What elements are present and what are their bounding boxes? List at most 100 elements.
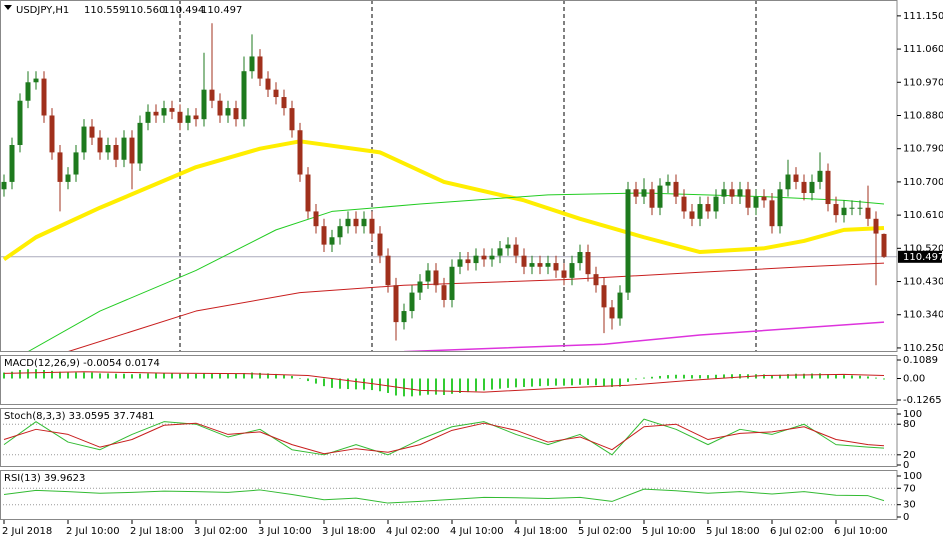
macd-bar xyxy=(307,378,309,382)
macd-bar xyxy=(851,375,853,379)
candle-body xyxy=(505,244,511,249)
candle-body xyxy=(433,270,439,286)
macd-bar xyxy=(547,378,549,386)
ohlc-label: 110.497 xyxy=(201,5,242,16)
candle-body xyxy=(121,137,127,160)
macd-bar xyxy=(723,374,725,379)
candle-body xyxy=(489,255,495,260)
candle-body xyxy=(257,56,263,79)
y-tick-label: 110.520 xyxy=(903,243,943,254)
indicator-line xyxy=(403,321,885,352)
candle-body xyxy=(689,211,695,219)
panel xyxy=(0,487,897,506)
macd-bar xyxy=(283,374,285,379)
macd-bar xyxy=(443,378,445,395)
candle-body xyxy=(377,233,383,256)
candle-body xyxy=(49,115,55,153)
macd-bar xyxy=(235,373,237,379)
indicator-line xyxy=(3,418,885,456)
candle-body xyxy=(281,97,287,109)
candle-body xyxy=(1,181,7,190)
candle-body xyxy=(241,71,247,120)
candle-body xyxy=(9,145,15,182)
candle-body xyxy=(289,108,295,131)
y-tick-label: 80 xyxy=(903,419,916,430)
candle-body xyxy=(673,181,679,197)
candle-body xyxy=(593,274,599,286)
macd-bar xyxy=(259,372,261,379)
macd-bar xyxy=(291,375,293,379)
candle-body xyxy=(217,100,223,116)
y-tick-label: -0.1265 xyxy=(903,395,942,406)
price-tag xyxy=(898,250,942,263)
candle-body xyxy=(145,111,151,123)
macd-bar xyxy=(427,378,429,395)
macd-bar xyxy=(243,373,245,379)
x-tick-label: 5 Jul 18:00 xyxy=(706,526,760,537)
candle-body xyxy=(633,189,639,197)
candle-body xyxy=(529,263,535,267)
macd-bar xyxy=(43,370,45,379)
candle-body xyxy=(425,270,431,282)
macd-bar xyxy=(563,378,565,386)
macd-bar xyxy=(171,373,173,379)
candle-body xyxy=(65,174,71,182)
candle-body xyxy=(585,252,591,275)
candle-body xyxy=(449,266,455,300)
candle-body xyxy=(273,89,279,98)
candle-body xyxy=(41,78,47,116)
candle-body xyxy=(473,255,479,264)
candle-body xyxy=(793,174,799,182)
indicator-title: MACD(12,26,9) -0.0054 0.0174 xyxy=(4,358,160,369)
collapse-icon xyxy=(4,5,12,10)
candle-body xyxy=(393,285,399,323)
y-tick-label: 30 xyxy=(903,500,916,511)
macd-bar xyxy=(811,373,813,379)
candle-body xyxy=(553,263,559,271)
y-tick-label: 20 xyxy=(903,450,916,461)
candle-body xyxy=(649,189,655,208)
macd-bar xyxy=(187,373,189,379)
panel-border xyxy=(0,355,898,405)
y-tick-label: 111.060 xyxy=(903,44,943,55)
macd-bar xyxy=(499,378,501,389)
macd-bar xyxy=(35,369,37,379)
y-tick-label: 110.430 xyxy=(903,277,943,288)
candle-body xyxy=(569,263,575,278)
panel xyxy=(0,418,897,456)
y-tick-label: 0.1089 xyxy=(903,355,938,366)
candle-body xyxy=(345,218,351,227)
x-tick-label: 4 Jul 02:00 xyxy=(386,526,440,537)
candle-body xyxy=(577,252,583,264)
panel-border xyxy=(0,0,898,352)
candle-body xyxy=(185,115,191,123)
macd-bar xyxy=(163,373,165,379)
candle-body xyxy=(545,263,551,267)
candle-body xyxy=(409,292,415,312)
macd-bar xyxy=(299,378,301,380)
macd-bar xyxy=(11,371,13,379)
macd-bar xyxy=(139,373,141,379)
candle-body xyxy=(809,181,815,193)
macd-bar xyxy=(515,378,517,388)
candle-body xyxy=(561,270,567,278)
candle-body xyxy=(369,218,375,234)
candle-body xyxy=(657,185,663,208)
candle-body xyxy=(513,244,519,256)
candle-body xyxy=(609,307,615,319)
candle-body xyxy=(353,218,359,227)
candle-body xyxy=(457,259,463,267)
macd-bar xyxy=(203,373,205,379)
macd-bar xyxy=(883,378,885,380)
macd-bar xyxy=(731,374,733,379)
y-tick-label: 0 xyxy=(903,460,909,471)
x-tick-label: 4 Jul 10:00 xyxy=(450,526,504,537)
macd-bar xyxy=(83,372,85,379)
candle-body xyxy=(881,233,887,257)
candle-body xyxy=(137,122,143,164)
ohlc-label: 110.559 xyxy=(84,5,125,16)
macd-bar xyxy=(27,369,29,379)
macd-bar xyxy=(555,378,557,386)
macd-bar xyxy=(435,378,437,395)
